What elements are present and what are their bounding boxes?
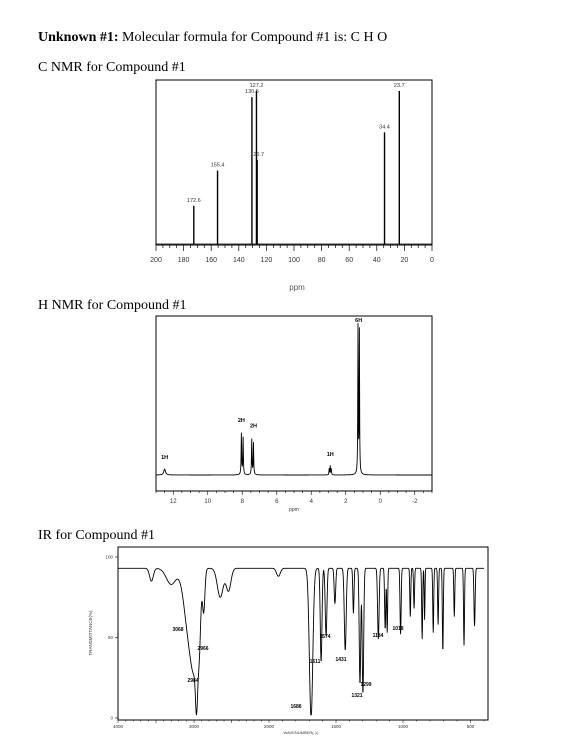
ir-x-tick-label: 1000 (398, 724, 409, 729)
h-nmr-plot: 12 10 8 6 4 2 0 -2 1H 2H 2H 1H 6H (155, 318, 433, 505)
ir-peak-label: 1611 (310, 659, 321, 665)
ir-peak-label: 1431 (335, 657, 346, 663)
ir-frame (117, 546, 489, 721)
ir-peak-label: 2984 (187, 678, 198, 684)
ir-peak-label: 2966 (197, 646, 208, 652)
c-nmr-x-tick-label: 20 (401, 257, 409, 264)
c-nmr-peak-label: 130.5 (245, 89, 259, 95)
ir-x-tick-label: 4000 (113, 724, 124, 729)
h-nmr-x-tick-label: 10 (204, 499, 211, 505)
h-nmr-integration-label: 2H (250, 424, 257, 430)
h-nmr-x-tick-label: 8 (241, 499, 245, 505)
c-nmr-x-tick-label: 200 (150, 257, 162, 264)
ir-x-tick-label: 3000 (189, 724, 200, 729)
page-title-text: Molecular formula for Compound #1 is: C … (118, 30, 388, 45)
c-nmr-peak-label: 34.4 (379, 124, 390, 130)
ir-xlabel: WAVENUMBER(-1) (284, 730, 320, 735)
ir-title: IR for Compound #1 (38, 528, 156, 543)
h-nmr-xlabel: ppm (289, 507, 299, 513)
h-nmr-x-tick-label: -2 (412, 499, 418, 505)
ir-peak-label: 1574 (319, 634, 330, 640)
ir-peak-label: 1686 (290, 704, 301, 710)
c-nmr-x-tick-label: 60 (345, 257, 353, 264)
c-nmr-x-tick-label: 40 (373, 257, 381, 264)
h-nmr-x-tick-label: 12 (170, 499, 177, 505)
c-nmr-title: C NMR for Compound #1 (38, 60, 186, 75)
h-nmr-x-tick-label: 2 (344, 499, 348, 505)
ir-y-tick-label: 100 (105, 555, 113, 560)
ir-peak-label: 3068 (172, 627, 183, 633)
ir-y-tick-label: 0 (110, 716, 113, 721)
c-nmr-peak-label: 23.7 (394, 83, 405, 89)
h-nmr-integration-label: 1H (327, 452, 334, 458)
ir-ylabel: TRANSMITTANCE(%) (88, 610, 93, 655)
ir-x-tick-label: 1500 (331, 724, 342, 729)
c-nmr-x-tick-label: 100 (288, 257, 300, 264)
c-nmr-x-tick-label: 120 (261, 257, 273, 264)
ir-peak-label: 1018 (392, 626, 403, 632)
ir-x-tick-label: 2000 (264, 724, 275, 729)
c-nmr-peak-label: 127.2 (250, 83, 264, 89)
c-nmr-x-tick-label: 140 (233, 257, 245, 264)
ir-peak-label: 1321 (351, 693, 362, 699)
h-nmr-x-tick-label: 4 (310, 499, 314, 505)
c-nmr-peak-label: 126.7 (250, 152, 264, 158)
page-title: Unknown #1: Molecular formula for Compou… (38, 30, 387, 46)
c-nmr-x-tick-label: 0 (430, 257, 434, 264)
ir-peak-label: 1184 (373, 633, 384, 639)
ir-y-tick-label: 50 (108, 635, 114, 640)
h-nmr-x-tick-label: 0 (379, 499, 383, 505)
c-nmr-peak-label: 155.4 (211, 163, 225, 169)
c-nmr-plot: 200 180 160 140 120 100 80 60 40 20 0172.6155.4130… (150, 83, 434, 264)
h-nmr-integration-label: 6H (355, 318, 362, 324)
ir-x-tick-label: 500 (467, 724, 475, 729)
c-nmr-x-tick-label: 160 (205, 257, 217, 264)
c-nmr-x-tick-label: 80 (318, 257, 326, 264)
h-nmr-integration-label: 2H (238, 418, 245, 424)
c-nmr-x-tick-label: 180 (178, 257, 190, 264)
h-nmr-title: H NMR for Compound #1 (38, 298, 187, 313)
h-nmr-frame (155, 315, 433, 492)
c-nmr-frame (155, 79, 433, 246)
page-title-label: Unknown #1: (38, 30, 119, 45)
c-nmr-xlabel: ppm (289, 283, 305, 292)
h-nmr-spectrum-line (156, 323, 432, 476)
h-nmr-x-tick-label: 6 (275, 499, 279, 505)
c-nmr-peak-label: 172.6 (187, 198, 201, 204)
ir-peak-label: 1299 (360, 682, 371, 688)
h-nmr-integration-label: 1H (161, 455, 168, 461)
ir-spectrum-line (118, 567, 484, 716)
